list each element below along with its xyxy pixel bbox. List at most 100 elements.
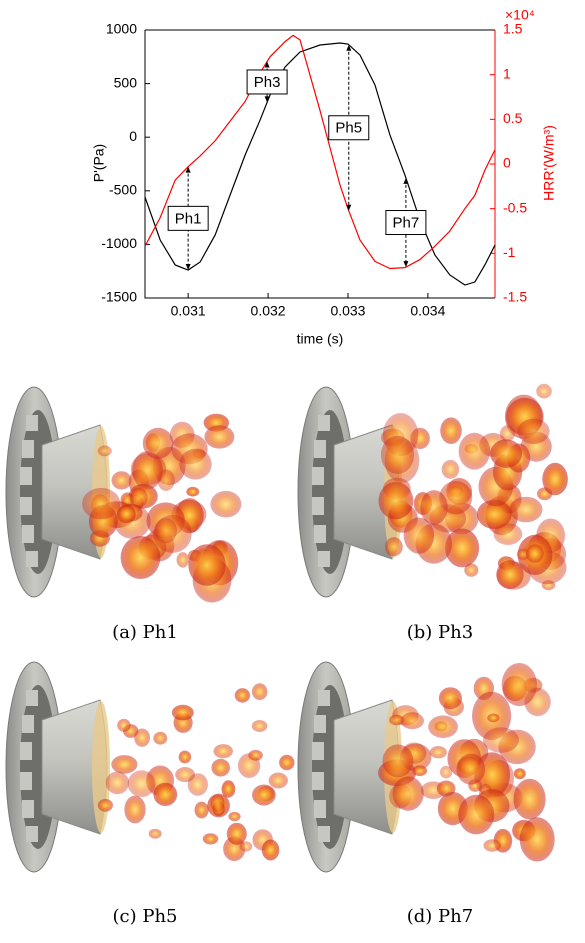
flame-blob <box>445 528 480 568</box>
annotation-box <box>246 69 288 95</box>
flame-blob <box>517 418 550 444</box>
flame-blob <box>251 720 268 732</box>
y-tick-label: -1000 <box>101 235 137 251</box>
y-axis-label: P'(Pa) <box>91 144 107 182</box>
flame-blob <box>382 744 414 778</box>
flame-blob <box>487 713 500 723</box>
y-tick-label: 0 <box>129 128 137 144</box>
flame-blob <box>440 417 462 444</box>
flame-blob <box>476 499 512 529</box>
y2-tick-label: -0.5 <box>503 199 527 215</box>
y2-axis-label: HRR'(W/m³) <box>541 125 557 201</box>
flame-blob <box>542 462 568 496</box>
flame-blob <box>400 712 424 730</box>
flame-blob <box>153 782 178 806</box>
flame-blob <box>221 780 236 798</box>
flame-blob <box>204 425 235 449</box>
flame-blob <box>279 754 295 771</box>
flame-blob <box>178 750 192 764</box>
caption: (d) Ph7 <box>407 906 473 927</box>
flame-blob <box>124 795 146 824</box>
annotation-label: Ph1 <box>175 210 202 227</box>
flame-blob <box>154 518 177 544</box>
y2-multiplier: ×10⁴ <box>505 7 535 23</box>
flame-panel <box>298 383 568 597</box>
flame-blob <box>428 715 458 738</box>
flame-blob <box>261 839 280 861</box>
y2-tick-label: 0 <box>503 155 511 171</box>
flame-blob <box>211 758 230 777</box>
caption: (c) Ph5 <box>112 906 177 927</box>
flame-blob <box>441 459 460 479</box>
flame-blob <box>501 663 537 707</box>
x-tick-label: 0.032 <box>251 303 286 319</box>
y-tick-label: 500 <box>114 74 138 90</box>
flame-blob <box>456 753 486 785</box>
flame-blob <box>228 811 241 822</box>
flame-blob <box>210 490 242 518</box>
flame-blob <box>519 817 555 862</box>
flame-blob <box>248 749 263 761</box>
annotation-label: Ph7 <box>393 214 420 231</box>
flame-blob <box>378 482 414 520</box>
annotation-label: Ph5 <box>335 120 362 137</box>
flame-blob <box>186 486 200 497</box>
flame-blob <box>82 487 121 520</box>
caption: (a) Ph1 <box>112 622 178 643</box>
flame-blob <box>175 767 196 783</box>
flame-blob <box>412 765 428 776</box>
flame-blob <box>496 560 524 589</box>
x-tick-label: 0.031 <box>171 303 206 319</box>
flame-blob <box>130 487 148 508</box>
flame-panel <box>298 662 555 872</box>
annotation-box <box>167 205 209 231</box>
y2-tick-label: 0.5 <box>503 110 523 126</box>
flame-blob <box>111 471 132 490</box>
flame-blob <box>483 839 501 852</box>
flame-blob <box>171 704 194 721</box>
flame-blob <box>509 496 543 523</box>
flame-blob <box>148 828 162 839</box>
y2-tick-label: 1.5 <box>503 21 523 37</box>
flame-blob <box>438 687 462 710</box>
flame-blob <box>132 451 163 490</box>
flame-blob <box>420 490 448 525</box>
annotation-label: Ph3 <box>254 74 281 91</box>
flame-blob <box>490 439 523 468</box>
flame-blob <box>176 552 190 568</box>
flame-blob <box>134 728 151 747</box>
flame-blob <box>525 544 544 563</box>
flame-blob <box>116 504 136 524</box>
flame-blob <box>234 688 251 703</box>
flame-blob <box>268 772 288 789</box>
series-line <box>144 42 496 286</box>
flame-blob <box>153 731 168 745</box>
axes-box <box>144 29 495 299</box>
flame-blob <box>493 523 523 545</box>
flame-blob <box>439 765 453 779</box>
y-tick-label: 1000 <box>106 21 137 37</box>
annotation-box <box>385 210 427 236</box>
x-tick-label: 0.033 <box>330 303 365 319</box>
flame-blob <box>105 771 130 795</box>
flame-blob <box>513 768 526 780</box>
flame-blob <box>392 776 424 811</box>
y-tick-label: -1500 <box>101 289 137 305</box>
flame-blob <box>210 794 225 812</box>
flame-blob <box>239 841 253 852</box>
flame-blob <box>213 744 233 759</box>
flame-blob <box>111 755 138 774</box>
flame-blob <box>385 537 403 557</box>
flame-blob <box>188 544 226 586</box>
flame-blob <box>226 822 247 845</box>
annotation-box <box>328 115 370 141</box>
flame-blob <box>97 445 112 457</box>
y-tick-label: -500 <box>109 182 137 198</box>
y2-tick-label: -1.5 <box>503 289 527 305</box>
flame-blob <box>194 801 209 819</box>
flame-blob <box>251 683 268 701</box>
caption: (b) Ph3 <box>407 622 473 643</box>
flame-blob <box>127 770 156 798</box>
